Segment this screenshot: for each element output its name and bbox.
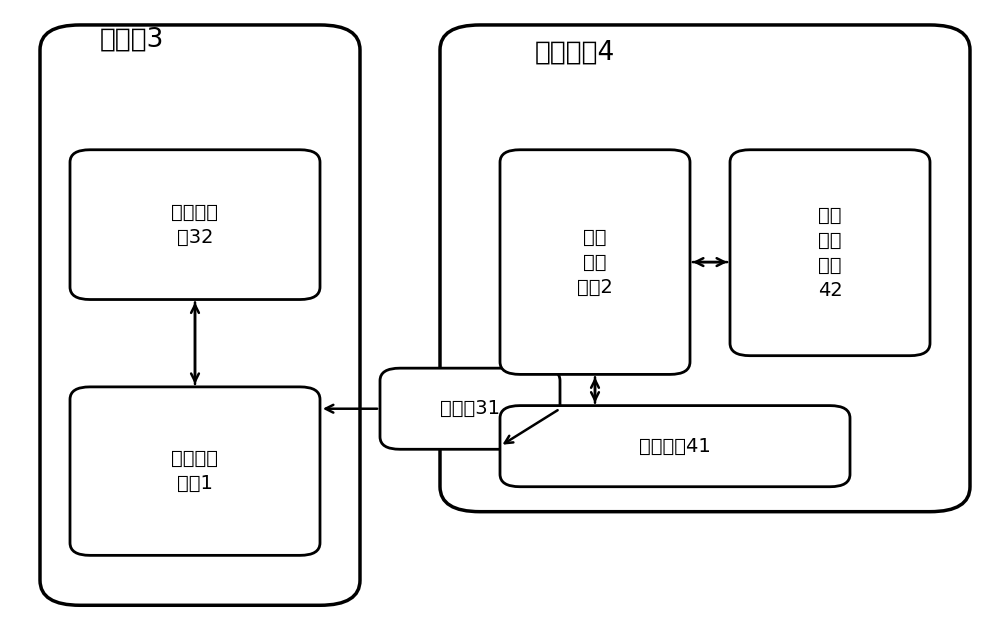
FancyBboxPatch shape bbox=[500, 406, 850, 487]
Text: 充电枪31: 充电枪31 bbox=[440, 399, 500, 418]
FancyBboxPatch shape bbox=[380, 368, 560, 449]
Text: 第一通讯
设备1: 第一通讯 设备1 bbox=[172, 449, 218, 493]
FancyBboxPatch shape bbox=[730, 150, 930, 356]
Text: 电池
管理
系统
42: 电池 管理 系统 42 bbox=[818, 206, 842, 300]
FancyBboxPatch shape bbox=[70, 150, 320, 300]
Text: 第二
通讯
设备2: 第二 通讯 设备2 bbox=[577, 228, 613, 296]
Text: 电动汽车4: 电动汽车4 bbox=[535, 39, 615, 66]
FancyBboxPatch shape bbox=[500, 150, 690, 374]
FancyBboxPatch shape bbox=[70, 387, 320, 555]
FancyBboxPatch shape bbox=[40, 25, 360, 605]
Text: 控制电路
板32: 控制电路 板32 bbox=[172, 203, 218, 246]
Text: 充电桩3: 充电桩3 bbox=[100, 27, 164, 53]
Text: 充电接口41: 充电接口41 bbox=[639, 437, 711, 456]
FancyBboxPatch shape bbox=[440, 25, 970, 512]
